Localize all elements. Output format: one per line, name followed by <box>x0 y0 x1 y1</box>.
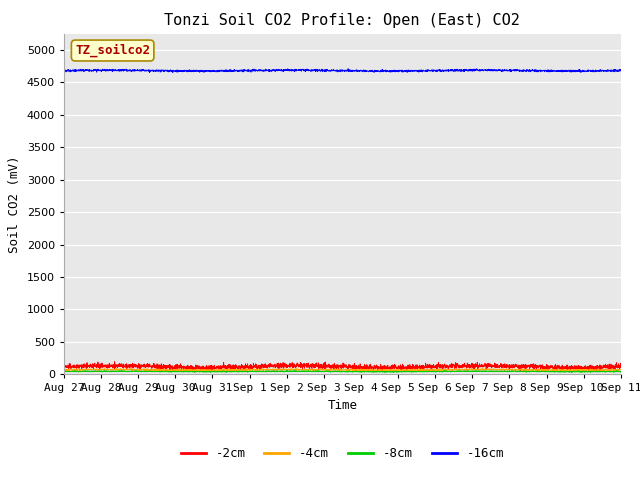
-8cm <box>577 370 585 375</box>
-16cm <box>298 67 306 72</box>
Text: TZ_soilco2: TZ_soilco2 <box>75 44 150 57</box>
-8cm <box>546 369 554 374</box>
X-axis label: Time: Time <box>328 399 357 412</box>
-16cm <box>617 68 625 73</box>
Y-axis label: Soil CO2 (mV): Soil CO2 (mV) <box>8 155 21 253</box>
-2cm <box>157 363 164 369</box>
-4cm <box>547 368 554 373</box>
-16cm <box>157 67 164 73</box>
-4cm <box>60 367 68 372</box>
-8cm <box>298 368 306 374</box>
-2cm <box>547 364 554 370</box>
-8cm <box>606 369 614 375</box>
-8cm <box>617 369 625 374</box>
-16cm <box>60 68 68 74</box>
-2cm <box>191 369 198 375</box>
-4cm <box>113 365 120 371</box>
-4cm <box>124 366 132 372</box>
-8cm <box>284 368 291 373</box>
-2cm <box>617 365 625 371</box>
-4cm <box>157 368 164 373</box>
-4cm <box>186 369 193 374</box>
-2cm <box>60 363 68 369</box>
-16cm <box>606 68 614 73</box>
-4cm <box>606 367 614 372</box>
-16cm <box>124 67 131 73</box>
Line: -4cm: -4cm <box>64 368 621 372</box>
-8cm <box>124 369 131 374</box>
-16cm <box>169 70 177 75</box>
-2cm <box>111 359 118 364</box>
-2cm <box>298 364 306 370</box>
-4cm <box>274 367 282 372</box>
-8cm <box>274 368 282 374</box>
-8cm <box>60 369 68 374</box>
-16cm <box>547 68 554 73</box>
-4cm <box>298 367 306 372</box>
-2cm <box>274 365 282 371</box>
-16cm <box>274 67 282 72</box>
Title: Tonzi Soil CO2 Profile: Open (East) CO2: Tonzi Soil CO2 Profile: Open (East) CO2 <box>164 13 520 28</box>
-8cm <box>157 369 164 374</box>
-2cm <box>606 363 614 369</box>
-4cm <box>617 367 625 372</box>
Line: -16cm: -16cm <box>64 69 621 72</box>
Line: -8cm: -8cm <box>64 371 621 372</box>
Line: -2cm: -2cm <box>64 361 621 372</box>
-2cm <box>124 363 132 369</box>
Legend: -2cm, -4cm, -8cm, -16cm: -2cm, -4cm, -8cm, -16cm <box>175 442 509 465</box>
-16cm <box>344 66 352 72</box>
